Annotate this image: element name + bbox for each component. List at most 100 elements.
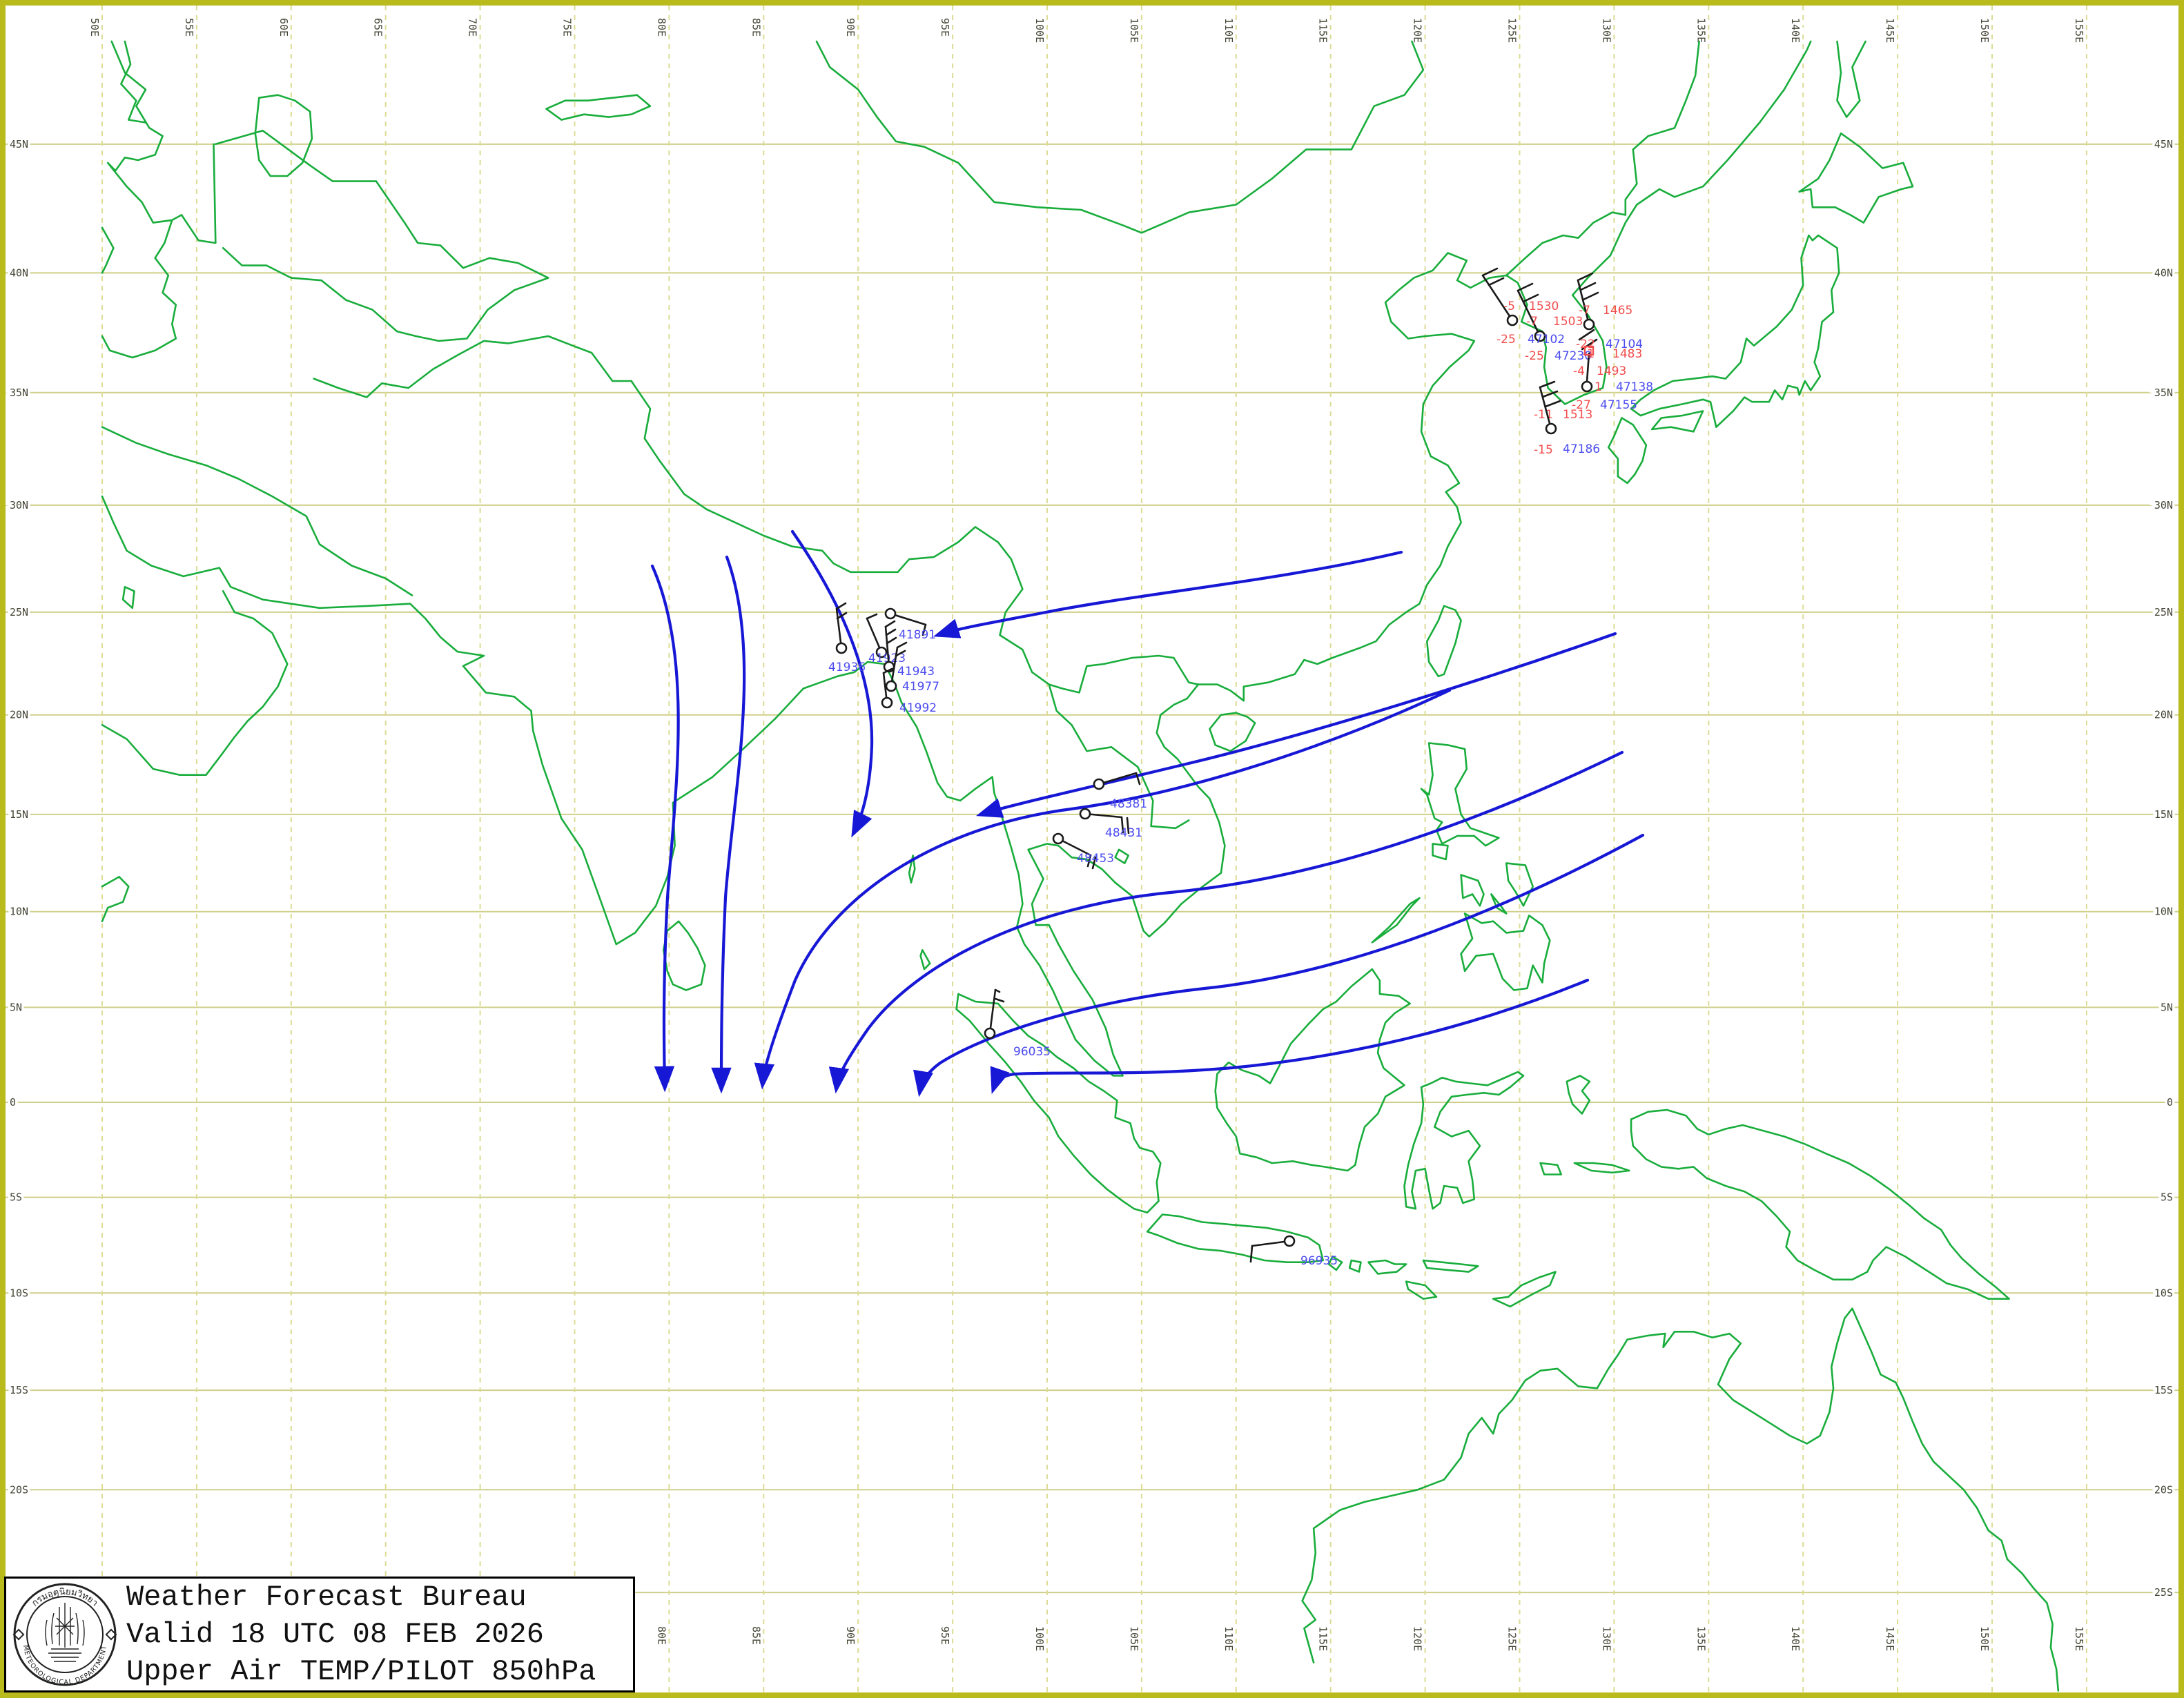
station-id-text: 96935: [1300, 1254, 1338, 1268]
station-value-text: 1503: [1553, 315, 1583, 329]
lon-label-bottom-115E: 115E: [1317, 1626, 1329, 1651]
wind-barb: [835, 602, 847, 610]
lon-label-top-130E: 130E: [1600, 18, 1612, 43]
coastline-central-asia-borders: [215, 130, 549, 342]
coastline-lake-balkhash: [545, 94, 652, 121]
lat-label-right-5S: 5S: [2161, 1191, 2173, 1204]
wind-barb: [1517, 282, 1534, 292]
station-id-text: 41936: [828, 661, 866, 674]
coastline-iran-india-bangladesh-coast: [101, 495, 903, 946]
bureau-name: Weather Forecast Bureau: [126, 1581, 527, 1614]
station-47230: -25 47230: [1525, 349, 1592, 363]
wind-barb: [885, 628, 897, 636]
wind-barb: [1579, 282, 1597, 291]
lon-label-bottom-140E: 140E: [1789, 1626, 1802, 1651]
lon-label-bottom-100E: 100E: [1033, 1626, 1046, 1651]
station-id-text: 41891: [899, 628, 936, 642]
station-circle: [884, 607, 897, 620]
lon-label-top-95E: 95E: [939, 18, 951, 37]
wind-barb: [1578, 329, 1595, 341]
station-value-text: -22: [1576, 338, 1595, 351]
station-circle: [1534, 330, 1546, 342]
coastline-sulawesi: [1403, 1071, 1525, 1210]
coastline-ural-river: [120, 40, 147, 124]
chart-type: Upper Air TEMP/PILOT 850hPa: [126, 1655, 596, 1688]
lat-label-left-25N: 25N: [10, 606, 28, 618]
coastline-taiwan: [1426, 605, 1462, 678]
coastline-caspian-east: [101, 40, 177, 359]
station-id-text: 47104: [1606, 338, 1643, 351]
station-circle: [835, 642, 848, 654]
station-47102: -7 1503 -25 47102: [1496, 282, 1583, 347]
coastline-china-korea-russia-coast: [1197, 40, 1812, 702]
station-marker-square: [1583, 345, 1595, 356]
station-96035: 96035: [984, 988, 1051, 1059]
coastline-mindanao: [1460, 913, 1551, 991]
wind-barb: [1120, 816, 1124, 834]
coastline-nicobar-islands: [919, 949, 931, 970]
lat-label-left-15N: 15N: [10, 808, 28, 821]
coastline-samar-leyte: [1505, 862, 1534, 907]
lon-label-bottom-120E: 120E: [1412, 1626, 1424, 1651]
station-48453: 48453: [1052, 832, 1114, 870]
station-circle: [885, 680, 897, 692]
coastline-borneo: [1214, 968, 1411, 1172]
station-value-text: 1530: [1529, 300, 1559, 313]
station-circle: [881, 696, 893, 709]
stream-2: [711, 555, 746, 1094]
wind-barb: [890, 646, 899, 687]
wind-barb: [1577, 279, 1590, 326]
lat-label-right-30N: 30N: [2154, 499, 2173, 511]
station-circle: [1581, 380, 1593, 393]
station-value-text: -15: [1534, 443, 1553, 457]
stream-9: [990, 978, 1590, 1094]
title-lines: Weather Forecast Bureau Valid 18 UTC 08 …: [124, 1579, 633, 1690]
coastline-halmahera: [1566, 1075, 1591, 1115]
coastline-tonle-sap-lake: [1114, 848, 1129, 864]
station-value-text: -7: [1579, 304, 1590, 318]
lon-label-bottom-85E: 85E: [750, 1626, 762, 1645]
station-48381: 48381: [1093, 772, 1147, 811]
coastline-mindoro: [1432, 843, 1449, 861]
lat-label-left-10N: 10N: [10, 906, 28, 918]
lon-label-top-85E: 85E: [750, 18, 762, 37]
stream-5: [975, 632, 1617, 818]
lon-label-bottom-135E: 135E: [1695, 1626, 1707, 1651]
coastline-aral-sea: [254, 94, 313, 177]
lat-label-right-25N: 25N: [2154, 606, 2173, 618]
lat-label-left-45N: 45N: [10, 138, 28, 150]
stream-7: [828, 750, 1624, 1094]
coastline-sumatra: [955, 993, 1162, 1213]
coastline-ussuri-border: [1624, 40, 1700, 216]
wind-barb: [1541, 390, 1559, 398]
lon-label-bottom-125E: 125E: [1506, 1626, 1519, 1651]
lat-label-left-15S: 15S: [10, 1384, 28, 1396]
station-41943: 41943: [883, 620, 935, 679]
station-circle: [1052, 832, 1064, 845]
station-value-text: 1493: [1597, 364, 1626, 378]
lat-label-left-20N: 20N: [10, 709, 28, 721]
station-value-text: 1: [1595, 380, 1602, 394]
wind-barb: [1098, 772, 1138, 785]
wind-barb: [1539, 380, 1556, 389]
station-circle: [1506, 314, 1519, 326]
station-id-text: 41977: [902, 680, 939, 694]
station-value-text: 1483: [1612, 347, 1642, 361]
coastline-flores: [1422, 1259, 1479, 1273]
lon-label-bottom-80E: 80E: [655, 1626, 667, 1645]
lat-label-right-5N: 5N: [2161, 1001, 2173, 1013]
stream-4: [933, 550, 1403, 638]
wind-barb: [1577, 272, 1594, 282]
lon-label-bottom-145E: 145E: [1884, 1626, 1896, 1651]
lat-label-right-20S: 20S: [2154, 1483, 2173, 1496]
station-value-text: -1: [1583, 347, 1595, 361]
coastline-kyushu: [1607, 417, 1648, 485]
wind-barb: [1544, 400, 1561, 408]
coastline-seram: [1573, 1162, 1630, 1174]
station-id-text: 47155: [1600, 398, 1637, 412]
wind-barb: [896, 641, 908, 649]
lon-label-top-55E: 55E: [183, 18, 195, 37]
